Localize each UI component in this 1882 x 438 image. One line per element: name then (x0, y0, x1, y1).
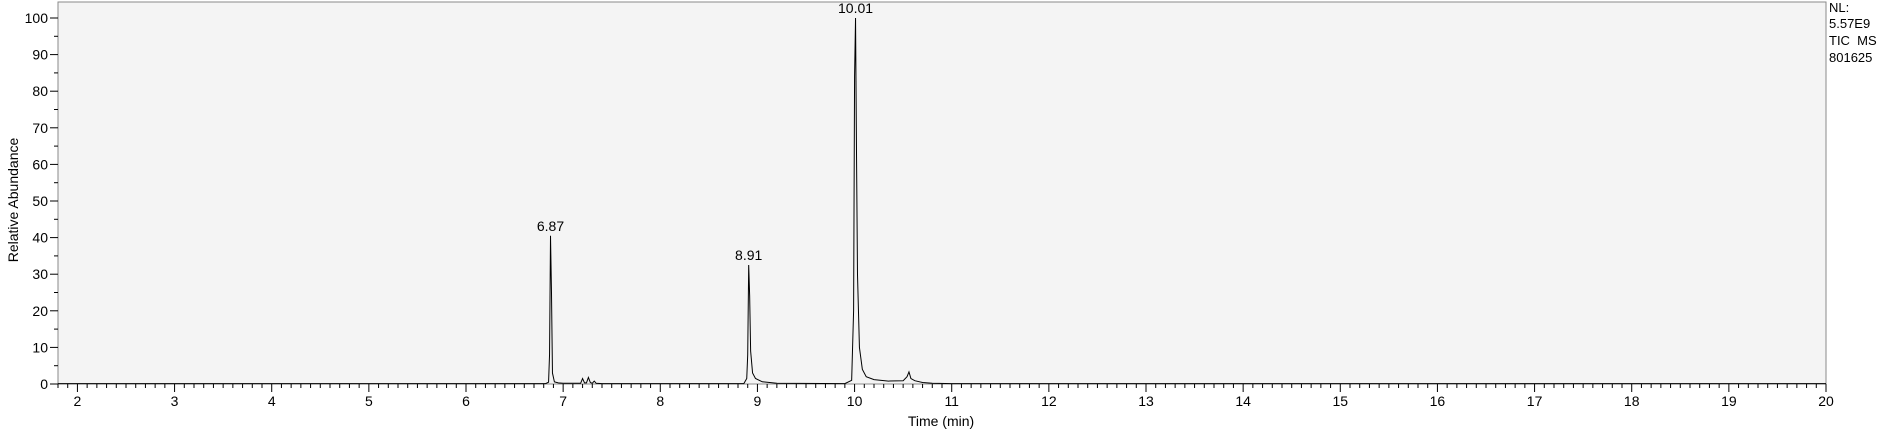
x-tick-label: 16 (1430, 393, 1446, 409)
x-tick-label: 15 (1332, 393, 1348, 409)
x-tick-label: 11 (944, 393, 959, 409)
y-tick-label: 10 (32, 339, 48, 355)
y-axis-title: Relative Abundance (5, 138, 21, 263)
y-tick-label: 50 (32, 193, 48, 209)
x-tick-label: 8 (656, 393, 664, 409)
y-tick-label: 0 (40, 376, 48, 392)
x-tick-label: 6 (462, 393, 470, 409)
y-tick-label: 20 (32, 303, 48, 319)
peak-label: 10.01 (838, 0, 873, 16)
y-tick-label: 80 (32, 83, 48, 99)
info-line-scan-type: TIC MS (1829, 33, 1877, 48)
x-tick-label: 12 (1041, 393, 1057, 409)
x-tick-label: 10 (847, 393, 863, 409)
peak-labels: 6.87 8.91 10.01 (537, 0, 873, 263)
y-tick-label: 100 (25, 10, 49, 26)
peak-label: 8.91 (735, 247, 762, 263)
info-block: NL: 5.57E9 TIC MS 801625 (1829, 0, 1877, 65)
x-axis-title: Time (min) (908, 413, 974, 429)
y-tick-label: 30 (32, 266, 48, 282)
peak-label: 6.87 (537, 218, 564, 234)
y-tick-label: 60 (32, 156, 48, 172)
x-tick-label: 7 (559, 393, 567, 409)
x-tick-label: 5 (365, 393, 373, 409)
x-tick-label: 2 (74, 393, 82, 409)
x-tick-label: 19 (1721, 393, 1737, 409)
x-axis: 2 3 4 5 6 7 8 9 10 11 12 13 14 15 16 17 18 19 20 (57, 384, 1834, 409)
x-tick-label: 20 (1818, 393, 1834, 409)
info-line-nl: NL: (1829, 0, 1849, 15)
info-line-sample-id: 801625 (1829, 50, 1872, 65)
y-tick-label: 70 (32, 120, 48, 136)
x-tick-label: 4 (268, 393, 276, 409)
y-tick-label: 40 (32, 230, 48, 246)
x-tick-label: 17 (1527, 393, 1543, 409)
x-tick-label: 14 (1235, 393, 1251, 409)
x-tick-label: 3 (171, 393, 179, 409)
x-tick-label: 13 (1138, 393, 1154, 409)
y-axis: 0 10 20 30 40 50 60 70 80 90 100 (25, 10, 58, 392)
tic-trace-line (58, 17, 1826, 385)
x-tick-label: 9 (754, 393, 762, 409)
y-tick-label: 90 (32, 47, 48, 63)
x-tick-label: 18 (1624, 393, 1640, 409)
plot-area (57, 1, 1827, 385)
info-line-nl-value: 5.57E9 (1829, 16, 1870, 31)
